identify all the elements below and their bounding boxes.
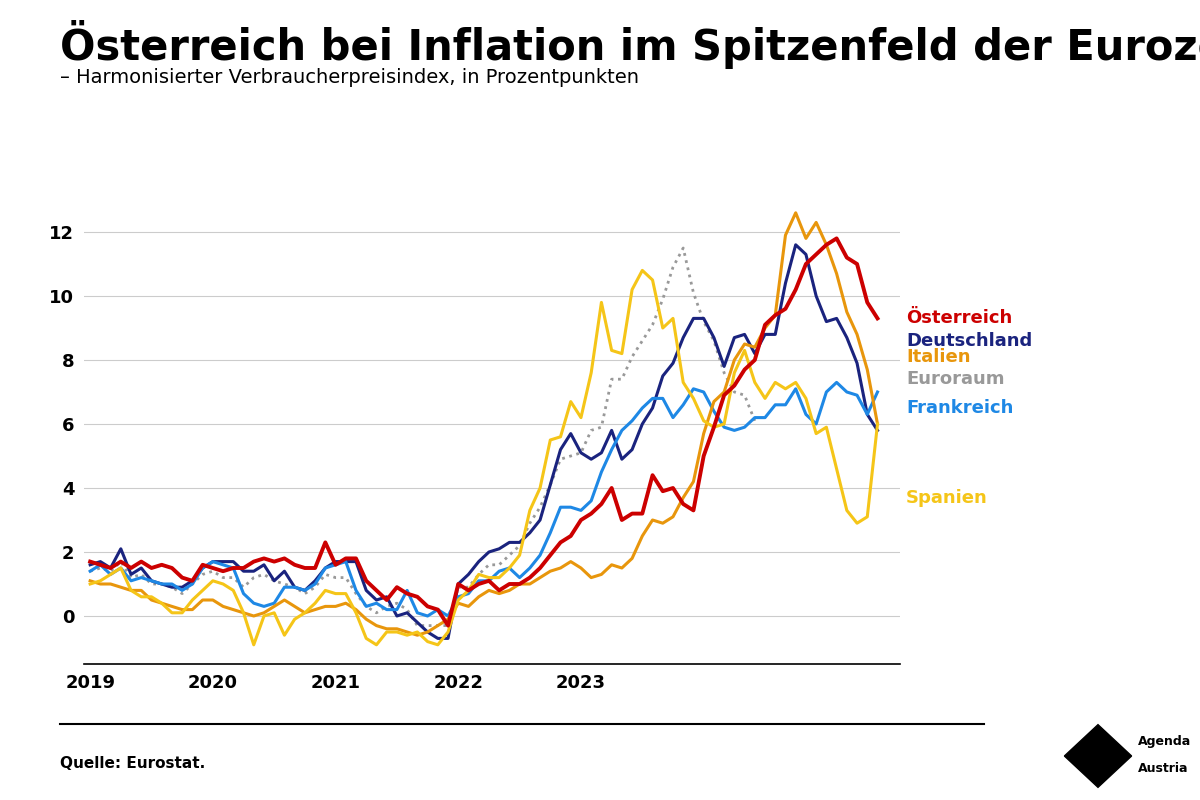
Text: Austria: Austria [1138, 762, 1188, 775]
Text: Italien: Italien [906, 348, 971, 366]
Text: Deutschland: Deutschland [906, 332, 1032, 350]
Text: Quelle: Eurostat.: Quelle: Eurostat. [60, 756, 205, 771]
Text: Frankreich: Frankreich [906, 399, 1014, 417]
Text: Euroraum: Euroraum [906, 370, 1004, 388]
Text: Österreich bei Inflation im Spitzenfeld der Eurozone: Österreich bei Inflation im Spitzenfeld … [60, 20, 1200, 69]
Text: – Harmonisierter Verbraucherpreisindex, in Prozentpunkten: – Harmonisierter Verbraucherpreisindex, … [60, 68, 640, 87]
Text: Agenda: Agenda [1138, 735, 1190, 748]
Text: Spanien: Spanien [906, 489, 988, 506]
Text: Österreich: Österreich [906, 310, 1013, 327]
